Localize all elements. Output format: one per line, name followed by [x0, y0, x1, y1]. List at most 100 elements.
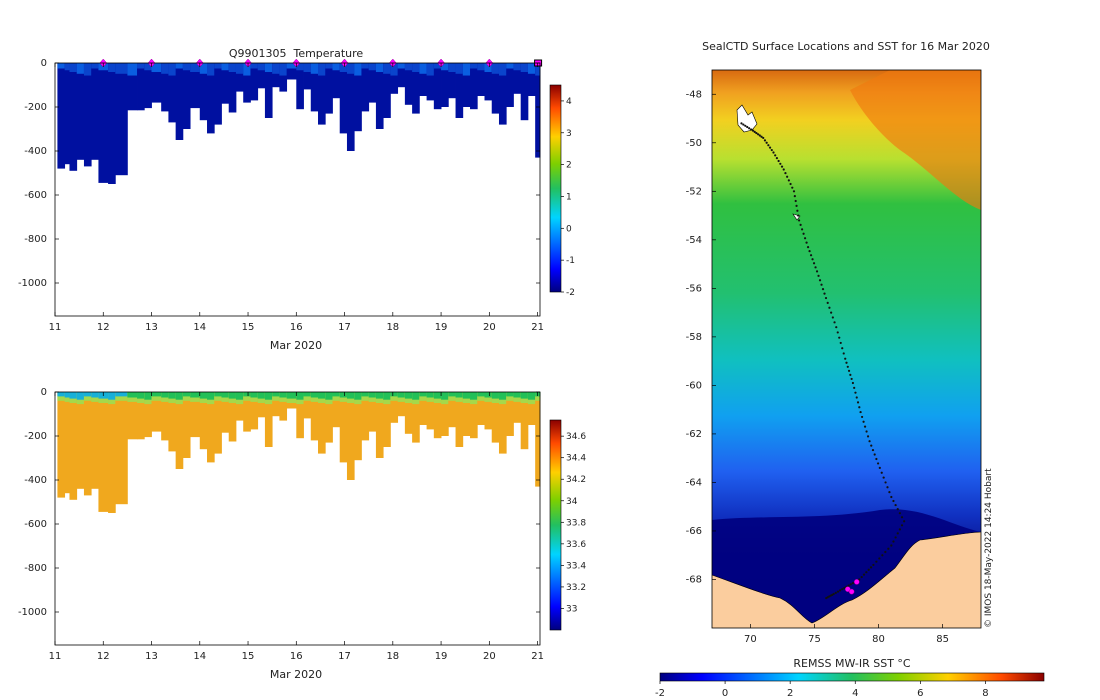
track-point — [892, 499, 895, 503]
temperature-profile — [57, 63, 66, 169]
track-point — [784, 172, 787, 175]
salinity-x-label: Mar 2020 — [270, 668, 322, 681]
track-point — [814, 266, 817, 269]
sst-map-panel: SealCTD Surface Locations and SST for 16… — [655, 40, 1045, 699]
temperature-surface-layer — [69, 63, 78, 73]
salinity-surface-layer — [426, 392, 435, 398]
salinity-section — [57, 392, 541, 513]
track-point — [803, 237, 807, 240]
temperature-x-tick-label: 12 — [97, 322, 110, 333]
temperature-colorbar-tick-label: 2 — [566, 161, 572, 171]
track-point — [751, 129, 755, 132]
temperature-surface-layer — [214, 63, 222, 69]
track-point — [871, 448, 875, 452]
salinity-profile — [419, 392, 427, 425]
track-point — [763, 139, 767, 142]
temperature-x-tick-label: 15 — [242, 322, 255, 333]
temperature-profile — [484, 63, 493, 101]
track-point — [821, 288, 825, 291]
temperature-x-tick-label: 18 — [386, 322, 399, 333]
salinity-surface-layer — [257, 392, 266, 399]
map-longitude-tick-label: 70 — [744, 634, 757, 645]
temperature-surface-layer — [527, 63, 536, 74]
track-point — [867, 568, 870, 571]
salinity-profile — [397, 392, 406, 417]
salinity-profile — [470, 392, 478, 439]
track-point — [811, 258, 814, 261]
salinity-colorbar-tick-label: 34.4 — [566, 454, 586, 464]
temperature-surface-layer — [161, 63, 169, 74]
salinity-surface-layer — [228, 392, 237, 399]
salinity-surface-layer — [207, 392, 215, 400]
temperature-colorbar-tick-label: -2 — [566, 288, 575, 298]
temperature-surface-layer — [433, 63, 442, 69]
temperature-profile — [520, 63, 529, 121]
temperature-surface-layer — [375, 63, 384, 73]
salinity-profile — [310, 392, 319, 441]
salinity-x-tick-label: 20 — [483, 651, 496, 662]
salinity-surface-layer — [243, 392, 251, 397]
salinity-surface-layer — [161, 392, 169, 398]
salinity-x-ticks: 11 12 13 14 15 16 17 18 19 20 21 — [49, 392, 544, 662]
track-point — [793, 195, 796, 198]
salinity-profile — [175, 392, 184, 469]
temperature-y-tick-label: -400 — [24, 146, 47, 157]
track-point — [812, 262, 816, 265]
salinity-colorbar-tick-label: 33 — [566, 604, 577, 614]
track-point — [870, 444, 873, 447]
sst-colorbar-ticks: -2 0 2 4 6 8 — [655, 681, 989, 699]
salinity-profile — [477, 392, 485, 425]
track-point — [746, 125, 749, 129]
salinity-surface-layer — [412, 392, 420, 400]
salinity-surface-layer — [339, 392, 348, 398]
track-point — [833, 321, 836, 324]
track-point — [774, 154, 777, 157]
track-point — [851, 582, 855, 585]
track-point — [798, 219, 801, 222]
temperature-colorbar-ticks: -2 -1 0 1 2 3 4 — [561, 97, 575, 298]
salinity-surface-layer — [397, 392, 406, 398]
track-point — [865, 430, 868, 433]
salinity-profile — [108, 392, 116, 513]
map-longitude-tick-label: 75 — [808, 634, 821, 645]
temperature-profile — [310, 63, 319, 112]
temperature-profile — [455, 63, 464, 118]
salinity-colorbar-tick-label: 34.6 — [566, 432, 586, 442]
temperature-x-label: Mar 2020 — [270, 339, 322, 352]
salinity-surface-layer — [296, 392, 304, 400]
track-point — [820, 283, 823, 286]
map-latitude-tick-label: -50 — [686, 138, 702, 149]
track-point — [762, 136, 765, 140]
temperature-profile — [412, 63, 420, 114]
salinity-x-tick-label: 14 — [193, 651, 206, 662]
temperature-surface-layer — [448, 63, 456, 73]
temperature-surface-layer — [207, 63, 215, 76]
temperature-profile — [318, 63, 326, 125]
map-latitude-tick-label: -68 — [686, 574, 702, 585]
salinity-profile — [498, 392, 507, 454]
salinity-y-tick-label: -200 — [24, 431, 47, 442]
temperature-profile — [175, 63, 184, 140]
track-point — [802, 232, 805, 235]
track-point — [858, 406, 861, 409]
map-latitude-tick-label: -54 — [686, 235, 702, 246]
temperature-profile — [279, 63, 288, 92]
salinity-surface-layer — [368, 392, 377, 398]
salinity-profile — [535, 392, 541, 487]
salinity-surface-layer — [279, 392, 288, 398]
track-point — [770, 148, 773, 152]
temperature-profile — [506, 63, 514, 107]
track-point — [758, 134, 761, 137]
temperature-profile — [419, 63, 427, 96]
temperature-colorbar-tick-label: 3 — [566, 129, 572, 139]
track-point — [844, 357, 847, 360]
salinity-colorbar-tick-label: 34.2 — [566, 475, 586, 485]
salinity-profile — [412, 392, 420, 443]
temperature-profile — [272, 63, 280, 88]
salinity-surface-layer — [346, 392, 355, 399]
temperature-surface-layer — [426, 63, 435, 76]
salinity-surface-layer — [498, 392, 507, 400]
temperature-profile — [462, 63, 471, 107]
track-point — [866, 435, 870, 438]
